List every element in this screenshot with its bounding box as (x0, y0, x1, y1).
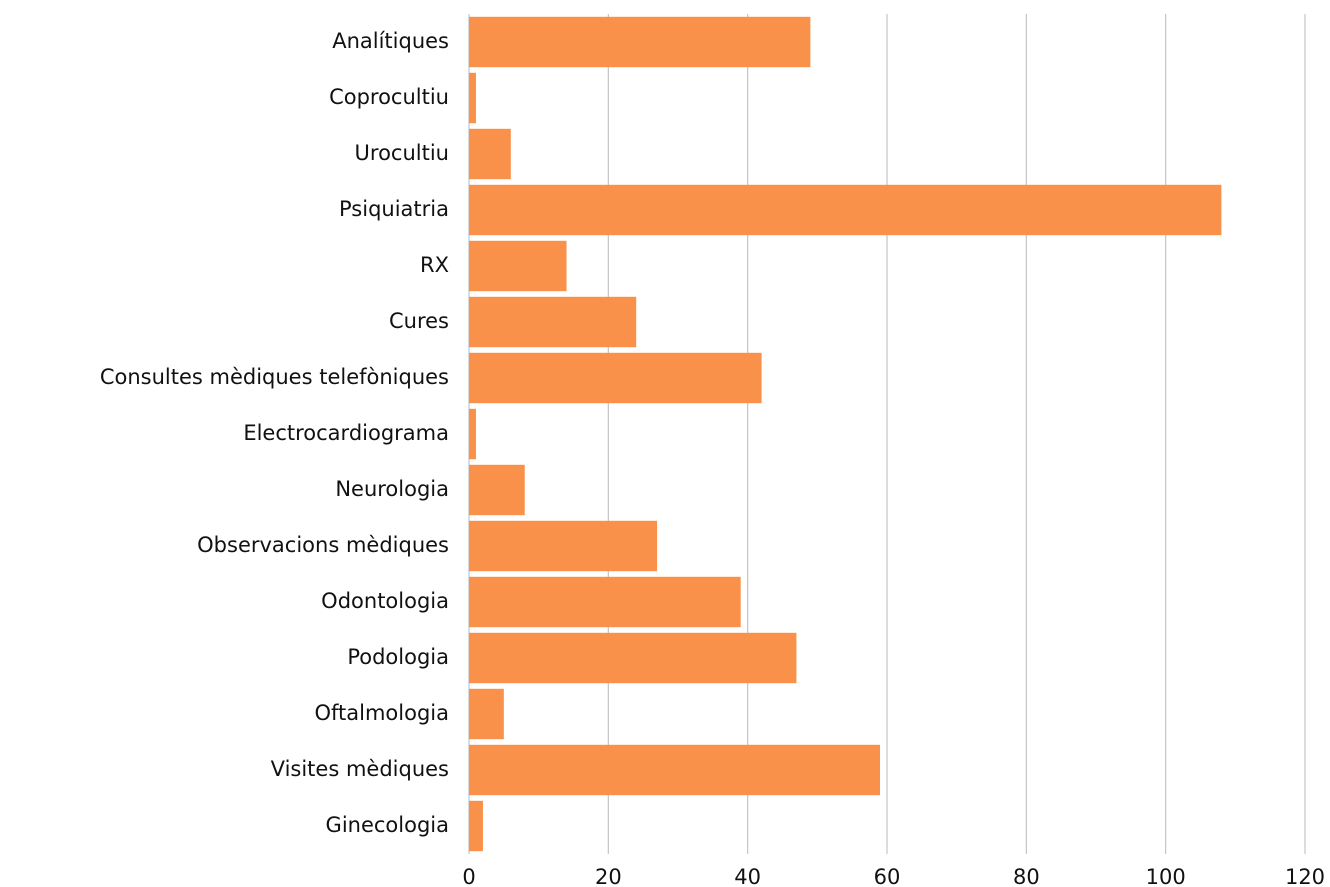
bar (469, 464, 525, 516)
bar (469, 240, 567, 292)
y-tick-label: Podologia (347, 645, 449, 669)
bar (469, 16, 811, 68)
y-tick-label: Consultes mèdiques telefòniques (100, 365, 449, 389)
y-tick-label: Coprocultiu (329, 85, 449, 109)
y-tick-label: Ginecologia (326, 813, 449, 837)
y-tick-label: Visites mèdiques (271, 757, 449, 781)
y-tick-label: RX (420, 253, 449, 277)
x-tick-label: 80 (1013, 865, 1040, 887)
y-tick-label: Psiquiatria (339, 197, 449, 221)
y-tick-label: Cures (389, 309, 449, 333)
bar (469, 800, 483, 852)
x-tick-label: 120 (1285, 865, 1325, 887)
x-tick-label: 60 (874, 865, 901, 887)
x-tick-label: 100 (1146, 865, 1186, 887)
bar (469, 296, 637, 348)
x-tick-label: 40 (734, 865, 761, 887)
bar (469, 352, 762, 404)
y-tick-label: Neurologia (335, 477, 449, 501)
y-tick-label: Analítiques (332, 29, 449, 53)
y-tick-label: Electrocardiograma (243, 421, 449, 445)
y-tick-label: Observacions mèdiques (197, 533, 449, 557)
x-tick-label: 0 (462, 865, 475, 887)
bar (469, 408, 476, 460)
bar (469, 128, 511, 180)
y-tick-label: Urocultiu (355, 141, 449, 165)
x-tick-label: 20 (595, 865, 622, 887)
y-tick-label: Odontologia (321, 589, 449, 613)
bar (469, 520, 658, 572)
bar (469, 576, 741, 628)
bar (469, 744, 881, 796)
y-tick-label: Oftalmologia (314, 701, 449, 725)
bar (469, 688, 504, 740)
bar (469, 632, 797, 684)
bar (469, 184, 1222, 236)
bar (469, 72, 476, 124)
